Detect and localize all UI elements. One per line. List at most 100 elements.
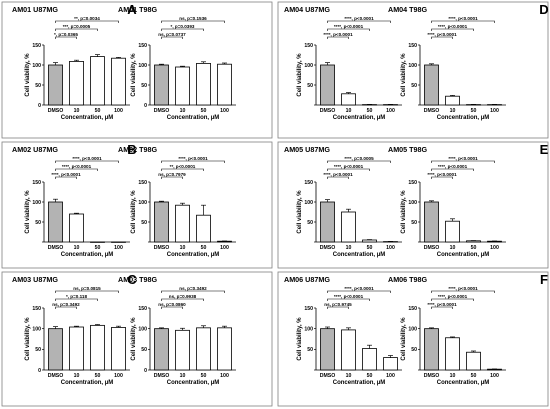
panel-frame-1: [1, 1, 273, 139]
x-tick-label: 50: [367, 245, 373, 251]
y-tick-label: 150: [304, 43, 313, 49]
x-tick-label: 10: [180, 245, 186, 251]
x-tick-label: 50: [471, 373, 477, 379]
x-axis-label: Concentration, µM: [167, 252, 219, 258]
panel-letter: A: [127, 2, 137, 17]
panel-title: AM06 U87MG: [284, 275, 330, 284]
x-tick-label: DMSO: [424, 373, 440, 379]
bar: [90, 56, 105, 106]
significance-bracket: [327, 168, 370, 171]
significance-bracket: [431, 168, 474, 171]
y-axis-label: Cell viability, %: [131, 53, 137, 97]
panel-title: AM05 T98G: [388, 145, 428, 154]
x-axis-label: Concentration, µM: [333, 115, 385, 121]
panel-letter: B: [127, 142, 136, 157]
x-tick-label: 100: [490, 373, 499, 379]
y-tick-label: 50: [141, 220, 147, 226]
x-tick-label: 100: [490, 108, 499, 114]
bar: [217, 63, 232, 106]
significance-label: ****, p<0.0001: [438, 294, 468, 299]
y-axis-label: Cell viability, %: [401, 190, 407, 234]
significance-label: ****, p<0.0001: [427, 302, 457, 307]
bar: [424, 328, 439, 371]
panel-letter: F: [540, 272, 548, 287]
significance-bracket: [431, 176, 453, 179]
significance-label: ****, p<0.0001: [448, 16, 478, 21]
bar: [341, 93, 356, 106]
y-tick-label: 50: [307, 347, 313, 353]
y-tick-label: 50: [141, 347, 147, 353]
y-tick-label: 50: [411, 220, 417, 226]
y-axis-label: Cell viability, %: [297, 190, 303, 234]
bar: [320, 64, 335, 106]
y-tick-label: 100: [304, 200, 313, 206]
significance-label: ****, p<0.0001: [448, 286, 478, 291]
y-tick-label: 50: [141, 83, 147, 89]
panel-frame-4: [277, 141, 549, 269]
bar: [362, 348, 377, 371]
panel-title: AM04 U87MG: [284, 5, 330, 14]
x-tick-label: 10: [74, 108, 80, 114]
bar: [196, 214, 211, 243]
y-tick-label: 100: [32, 63, 41, 69]
x-tick-label: 50: [201, 108, 207, 114]
x-tick-label: 50: [95, 108, 101, 114]
x-tick-label: 100: [220, 108, 229, 114]
significance-label: ****, p<0.0001: [323, 32, 353, 37]
x-tick-label: 100: [386, 108, 395, 114]
significance-label: ns, p=0.0815: [73, 286, 101, 291]
bar: [111, 327, 126, 371]
y-tick-label: 0: [38, 103, 41, 109]
bar: [69, 326, 84, 371]
y-tick-label: 0: [144, 103, 147, 109]
x-tick-label: 10: [74, 373, 80, 379]
x-tick-label: 100: [114, 245, 123, 251]
x-tick-label: 50: [367, 373, 373, 379]
y-tick-label: 0: [38, 368, 41, 374]
significance-label: ****, p<0.0001: [334, 24, 364, 29]
y-tick-label: 100: [138, 200, 147, 206]
significance-bracket: [161, 176, 183, 179]
bar: [154, 201, 169, 243]
x-tick-label: DMSO: [48, 373, 64, 379]
significance-label: ****, p<0.0001: [344, 286, 374, 291]
y-axis-label: Cell viability, %: [297, 317, 303, 361]
x-axis-label: Concentration, µM: [437, 252, 489, 258]
bar: [217, 327, 232, 371]
significance-bracket: [161, 168, 204, 171]
bar: [445, 95, 460, 106]
x-tick-label: DMSO: [154, 245, 170, 251]
bar: [154, 64, 169, 106]
x-tick-label: 10: [180, 373, 186, 379]
panel-title: AM02 T98G: [118, 145, 158, 154]
x-tick-label: 10: [180, 108, 186, 114]
y-tick-label: 50: [35, 220, 41, 226]
bar: [69, 61, 84, 106]
panel-title: AM03 U87MG: [12, 275, 58, 284]
significance-bracket: [161, 290, 225, 293]
y-tick-label: 150: [408, 180, 417, 186]
y-tick-label: 100: [304, 63, 313, 69]
panel-frame-5: [1, 271, 273, 407]
x-tick-label: 50: [95, 373, 101, 379]
significance-label: **, p<0.0001: [170, 164, 196, 169]
bar: [424, 201, 439, 243]
significance-label: ns, p=0.9745: [324, 302, 352, 307]
panel-title: AM05 U87MG: [284, 145, 330, 154]
x-tick-label: 50: [471, 108, 477, 114]
y-tick-label: 150: [138, 43, 147, 49]
significance-label: ****, p<0.0001: [427, 172, 457, 177]
y-axis-label: Cell viability, %: [401, 53, 407, 97]
bar: [196, 327, 211, 371]
x-axis-label: Concentration, µM: [437, 380, 489, 386]
significance-bracket: [431, 36, 453, 39]
bar: [175, 204, 190, 243]
y-tick-label: 100: [408, 326, 417, 332]
bar: [466, 240, 481, 243]
